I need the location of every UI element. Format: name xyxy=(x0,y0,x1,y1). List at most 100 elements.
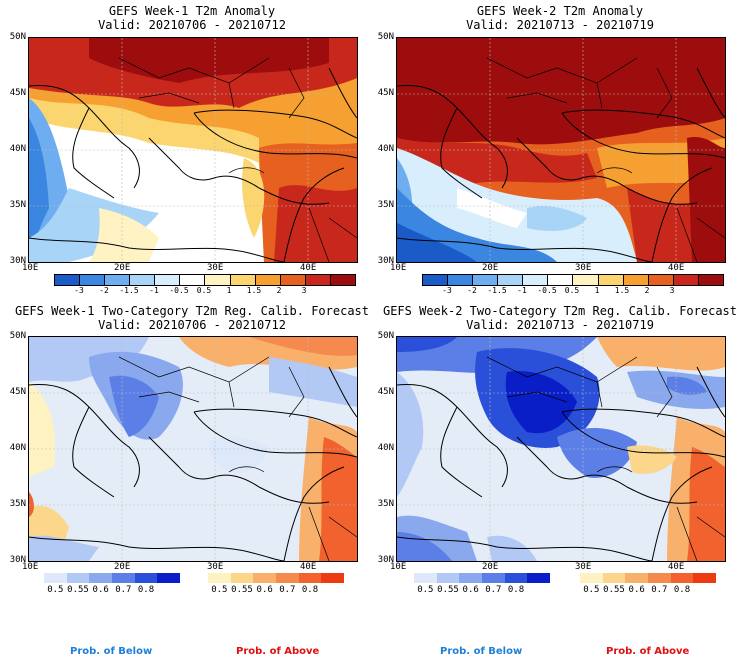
colorbar-tick-label: 0.7 xyxy=(485,585,502,595)
colorbar-swatch xyxy=(298,573,322,583)
panel-title: GEFS Week-2 Two-Category T2m Reg. Calib.… xyxy=(382,304,737,318)
colorbar-tick-label: 0.55 xyxy=(67,585,89,595)
colorbar-tick-label: -1 xyxy=(149,286,159,295)
colorbar-swatch xyxy=(112,573,135,583)
colorbar-swatch xyxy=(504,573,528,583)
colorbar-swatch xyxy=(498,275,524,285)
colorbar-swatch xyxy=(573,275,599,285)
colorbar-swatch xyxy=(448,275,474,285)
lat-label: 35N xyxy=(377,499,394,509)
prob-above-label: Prob. of Above xyxy=(236,646,320,657)
colorbar-tick-label: -3 xyxy=(74,286,84,295)
lat-label: 30N xyxy=(9,555,26,565)
colorbar-tick-label: 0.8 xyxy=(673,585,691,595)
anomaly-colorbar xyxy=(54,274,356,286)
colorbar-tick-label: 0.5 xyxy=(196,286,212,295)
lat-label: 40N xyxy=(377,443,394,453)
lat-label: 50N xyxy=(9,331,26,341)
colorbar-swatch xyxy=(625,573,649,583)
lat-label: 35N xyxy=(9,200,26,210)
lon-label: 40E xyxy=(300,263,317,273)
colorbar-swatch xyxy=(276,573,299,583)
prob-below-label: Prob. of Below xyxy=(70,646,153,657)
colorbar-swatch xyxy=(208,573,231,583)
colorbar-tick-label: 0.55 xyxy=(231,585,253,595)
prob-above-colorbar xyxy=(580,573,717,583)
colorbar-tick-label: 0.7 xyxy=(115,585,132,595)
panel-valid-dates: Valid: 20210713 - 20210719 xyxy=(466,18,654,32)
colorbar-tick-label: 2 xyxy=(276,286,282,295)
colorbar-tick-label: 0.8 xyxy=(137,585,155,595)
lat-label: 45N xyxy=(9,387,26,397)
panel-title: GEFS Week-2 T2m Anomaly xyxy=(476,4,644,18)
prob-below-label: Prob. of Below xyxy=(440,646,523,657)
colorbar-tick-label: 0.5 xyxy=(583,585,600,595)
colorbar-tick-label: 0.6 xyxy=(92,585,109,595)
lon-label: 30E xyxy=(207,562,224,572)
lon-label: 20E xyxy=(114,562,131,572)
panel-valid-dates: Valid: 20210713 - 20210719 xyxy=(466,318,654,332)
colorbar-tick-label: 0.6 xyxy=(462,585,479,595)
colorbar-tick-label: 0.55 xyxy=(603,585,625,595)
colorbar-swatch xyxy=(436,573,460,583)
colorbar-swatch xyxy=(180,275,206,285)
lat-label: 45N xyxy=(377,387,394,397)
colorbar-tick-label: -1.5 xyxy=(119,286,139,295)
colorbar-tick-label: 0.7 xyxy=(651,585,668,595)
lat-label: 40N xyxy=(9,144,26,154)
colorbar-swatch xyxy=(648,573,671,583)
prob-above-label: Prob. of Above xyxy=(606,646,690,657)
lon-label: 20E xyxy=(482,562,499,572)
colorbar-swatch xyxy=(155,275,181,285)
lon-label: 30E xyxy=(575,263,592,273)
lon-label: 10E xyxy=(22,263,39,273)
lat-label: 40N xyxy=(9,443,26,453)
anomaly-map-week1 xyxy=(28,37,358,263)
prob-below-colorbar xyxy=(44,573,181,583)
colorbar-tick-label: -2 xyxy=(467,286,477,295)
colorbar-swatch xyxy=(134,573,158,583)
lat-label: 30N xyxy=(9,256,26,266)
colorbar-tick-label: 3 xyxy=(669,286,675,295)
colorbar-tick-label: 0.6 xyxy=(256,585,273,595)
lon-label: 30E xyxy=(575,562,592,572)
lon-label: 40E xyxy=(300,562,317,572)
colorbar-swatch xyxy=(580,573,603,583)
colorbar-swatch xyxy=(44,573,67,583)
colorbar-swatch xyxy=(130,275,156,285)
colorbar-swatch xyxy=(523,275,549,285)
colorbar-tick-label: -3 xyxy=(442,286,452,295)
colorbar-swatch xyxy=(205,275,231,285)
colorbar-tick-label: 0.6 xyxy=(628,585,645,595)
prob-below-colorbar xyxy=(414,573,551,583)
lon-label: 10E xyxy=(390,562,407,572)
colorbar-tick-label: 0.5 xyxy=(417,585,434,595)
colorbar-swatch xyxy=(105,275,131,285)
colorbar-swatch xyxy=(230,275,256,285)
lat-label: 50N xyxy=(9,32,26,42)
colorbar-swatch xyxy=(157,573,181,583)
colorbar-swatch xyxy=(321,573,345,583)
anomaly-map-week2 xyxy=(396,37,726,263)
panel-valid-dates: Valid: 20210706 - 20210712 xyxy=(98,18,286,32)
colorbar-tick-label: -0.5 xyxy=(537,286,557,295)
lon-label: 20E xyxy=(114,263,131,273)
colorbar-tick-label: -1.5 xyxy=(487,286,507,295)
colorbar-swatch xyxy=(280,275,306,285)
colorbar-swatch xyxy=(548,275,574,285)
colorbar-tick-label: -1 xyxy=(517,286,527,295)
lon-label: 40E xyxy=(668,562,685,572)
colorbar-swatch xyxy=(80,275,106,285)
colorbar-tick-label: 0.5 xyxy=(211,585,228,595)
colorbar-tick-label: 0.5 xyxy=(564,286,580,295)
colorbar-swatch xyxy=(482,573,505,583)
colorbar-swatch xyxy=(459,573,483,583)
lon-label: 10E xyxy=(22,562,39,572)
colorbar-swatch xyxy=(673,275,699,285)
lon-label: 40E xyxy=(668,263,685,273)
probability-map-week2 xyxy=(396,336,726,562)
colorbar-swatch xyxy=(693,573,717,583)
colorbar-tick-label: -0.5 xyxy=(169,286,189,295)
lat-label: 50N xyxy=(377,32,394,42)
colorbar-swatch xyxy=(255,275,281,285)
